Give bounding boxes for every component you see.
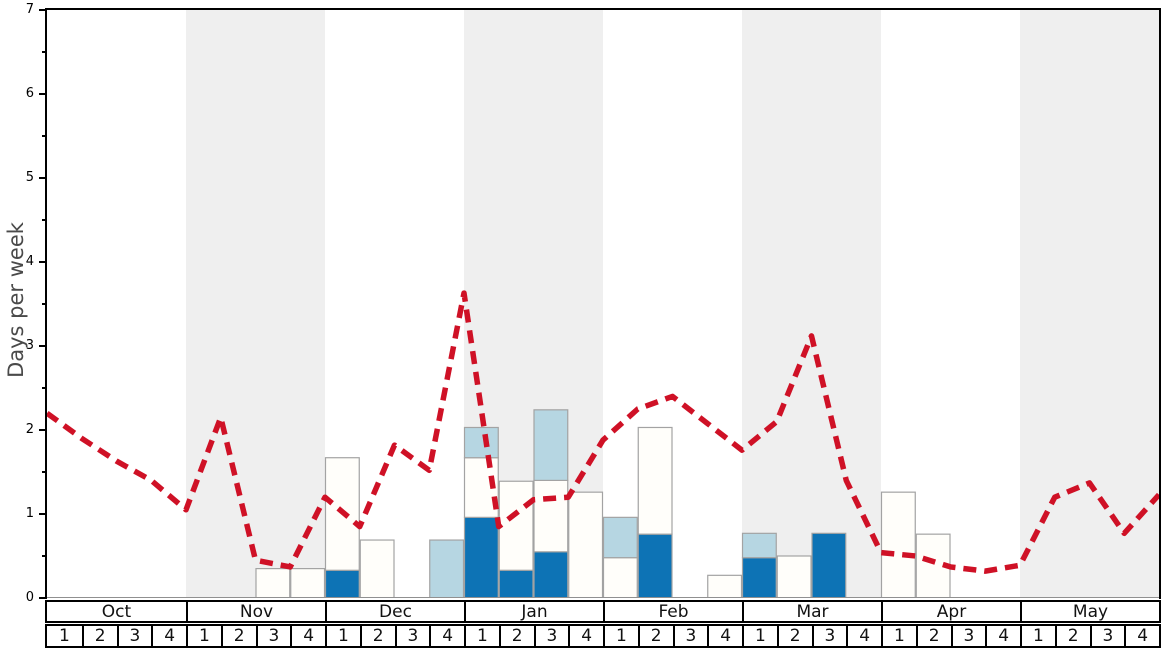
y-minor-tick-0.5 <box>42 555 47 557</box>
bar-segment-dec-w4-light_blue <box>429 539 465 598</box>
shaded-band-nov <box>186 10 325 598</box>
week-cell-nov-1: 1 <box>186 626 221 646</box>
y-major-tick-2 <box>39 429 47 431</box>
y-minor-tick-6.5 <box>42 51 47 53</box>
week-cell-mar-2: 2 <box>776 626 812 646</box>
bar-segment-jan-w3-dark_blue <box>533 551 569 598</box>
bar-segment-jan-w2-dark_blue <box>498 569 534 598</box>
y-major-tick-1 <box>39 513 47 515</box>
y-minor-tick-4.5 <box>42 219 47 221</box>
week-cell-mar-3: 3 <box>811 626 847 646</box>
bar-segment-feb-w2-dark_blue <box>637 533 673 598</box>
week-cell-jan-3: 3 <box>533 626 569 646</box>
week-cell-dec-2: 2 <box>359 626 395 646</box>
week-cell-nov-3: 3 <box>255 626 291 646</box>
bar-segment-jan-w3-light_blue <box>533 409 569 481</box>
y-tick-label-3: 3 <box>25 338 34 353</box>
month-cell-nov: Nov <box>186 602 325 621</box>
week-cell-mar-1: 1 <box>742 626 777 646</box>
month-cell-feb: Feb <box>603 602 742 621</box>
y-tick-label-2: 2 <box>25 422 34 437</box>
month-cell-oct: Oct <box>101 602 132 621</box>
month-cell-apr: Apr <box>881 602 1020 621</box>
bar-segment-mar-w1-light_blue <box>741 532 777 559</box>
bar-segment-jan-w4-white <box>568 491 604 598</box>
y-major-tick-6 <box>39 93 47 95</box>
bar-segment-dec-w1-dark_blue <box>324 569 360 598</box>
week-cell-dec-4: 4 <box>429 626 464 646</box>
bar-segment-feb-w1-light_blue <box>602 516 638 559</box>
bar-segment-nov-w3-white <box>255 567 291 598</box>
week-cell-oct-3: 3 <box>116 626 152 646</box>
week-cell-feb-3: 3 <box>672 626 708 646</box>
y-major-tick-3 <box>39 345 47 347</box>
bar-segment-jan-w1-light_blue <box>463 426 499 459</box>
y-major-tick-7 <box>39 9 47 11</box>
week-cell-feb-2: 2 <box>637 626 673 646</box>
month-cell-mar: Mar <box>742 602 881 621</box>
month-cell-jan: Jan <box>464 602 603 621</box>
shaded-band-may <box>1020 10 1159 598</box>
y-tick-label-1: 1 <box>25 506 34 521</box>
zero-gridline <box>47 597 1159 598</box>
week-cell-mar-4: 4 <box>846 626 881 646</box>
month-cell-may: May <box>1020 602 1159 621</box>
week-cell-oct-4: 4 <box>151 626 186 646</box>
week-cell-dec-1: 1 <box>325 626 360 646</box>
week-cell-may-2: 2 <box>1054 626 1090 646</box>
week-cell-nov-4: 4 <box>290 626 325 646</box>
week-cell-oct-1: 1 <box>58 626 70 646</box>
y-minor-tick-1.5 <box>42 471 47 473</box>
bar-segment-nov-w4-white <box>290 567 326 598</box>
week-cell-jan-4: 4 <box>568 626 603 646</box>
y-tick-label-6: 6 <box>25 86 34 101</box>
y-minor-tick-2.5 <box>42 387 47 389</box>
plot-area <box>47 10 1159 598</box>
week-cell-apr-3: 3 <box>950 626 986 646</box>
bar-segment-jan-w3-white <box>533 479 569 553</box>
week-cell-may-4: 4 <box>1124 626 1159 646</box>
bar-segment-feb-w1-white <box>602 557 638 598</box>
chart-svg <box>47 290 1159 598</box>
month-axis-row: Oct Nov Dec Jan Feb Mar Apr May <box>45 600 1161 623</box>
y-major-tick-0 <box>39 597 47 599</box>
week-cell-oct-2: 2 <box>81 626 117 646</box>
week-cell-apr-1: 1 <box>881 626 916 646</box>
y-minor-tick-5.5 <box>42 135 47 137</box>
bar-segment-feb-w2-white <box>637 426 673 535</box>
bar-segment-dec-w2-white <box>359 539 395 598</box>
bar-segment-mar-w2-white <box>776 555 812 598</box>
bar-segment-mar-w3-dark_blue <box>811 532 847 598</box>
y-axis-title: Days per week <box>4 222 28 378</box>
y-tick-label-0: 0 <box>25 590 34 605</box>
y-major-tick-4 <box>39 261 47 263</box>
week-cell-jan-2: 2 <box>498 626 534 646</box>
bar-segment-jan-w2-white <box>498 480 534 571</box>
week-cell-may-1: 1 <box>1020 626 1055 646</box>
y-major-tick-5 <box>39 177 47 179</box>
red-dashed-line <box>47 290 1159 574</box>
week-cell-jan-1: 1 <box>464 626 499 646</box>
week-cell-may-3: 3 <box>1089 626 1125 646</box>
bar-segment-feb-w4-white <box>707 574 743 598</box>
week-cell-nov-2: 2 <box>220 626 256 646</box>
y-tick-label-4: 4 <box>25 254 34 269</box>
week-cell-feb-1: 1 <box>603 626 638 646</box>
bar-segment-jan-w1-dark_blue <box>463 516 499 598</box>
month-cell-dec: Dec <box>325 602 464 621</box>
week-cell-dec-3: 3 <box>394 626 430 646</box>
y-tick-label-7: 7 <box>25 2 34 17</box>
week-cell-apr-2: 2 <box>915 626 951 646</box>
week-cell-feb-4: 4 <box>707 626 742 646</box>
y-minor-tick-3.5 <box>42 303 47 305</box>
bar-segment-apr-w1-white <box>880 491 916 598</box>
y-tick-label-5: 5 <box>25 170 34 185</box>
bar-segment-mar-w1-dark_blue <box>741 557 777 598</box>
week-cell-apr-4: 4 <box>985 626 1020 646</box>
